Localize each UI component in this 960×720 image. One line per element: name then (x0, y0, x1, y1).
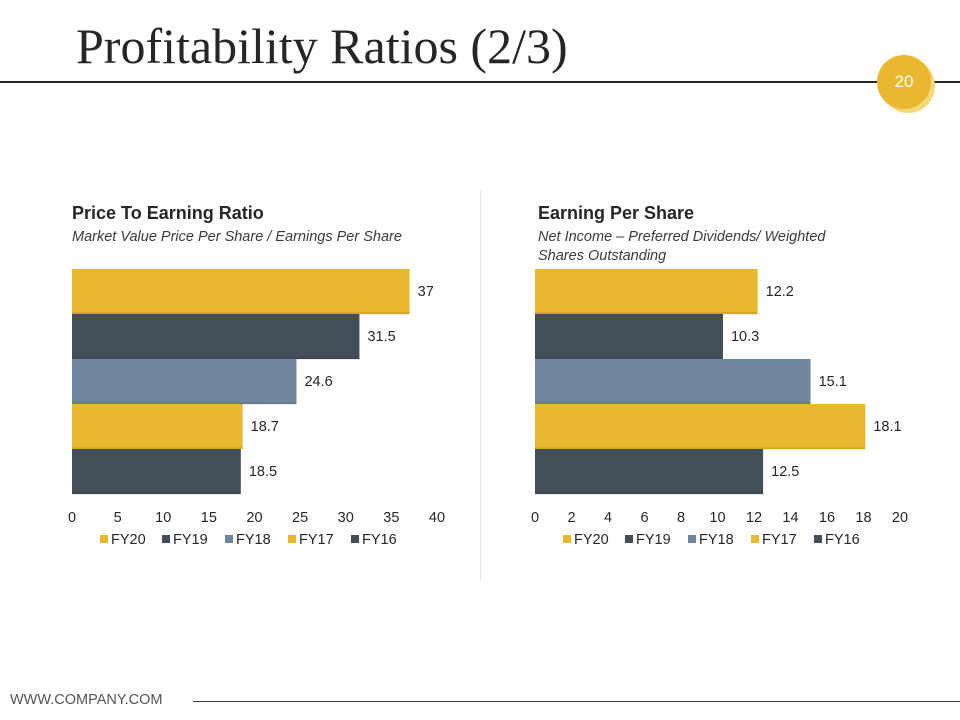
pe-legend-swatch-fy19 (162, 535, 170, 543)
page-number-badge: 20 (877, 55, 931, 109)
pe-x-tick-label: 15 (201, 510, 217, 526)
pe-value-label-fy20: 37 (418, 284, 434, 300)
chart-divider (480, 190, 481, 580)
pe-x-tick-label: 20 (246, 510, 262, 526)
pe-bar-shadow-fy16 (72, 492, 241, 495)
pe-bar-fy18 (72, 359, 297, 404)
pe-value-label-fy19: 31.5 (367, 329, 395, 345)
pe-bar-fy16 (72, 449, 241, 494)
pe-x-tick-label: 25 (292, 510, 308, 526)
eps-chart-title: Earning Per Share (538, 203, 695, 223)
pe-x-tick-label: 0 (68, 510, 76, 526)
eps-chart-subtitle: Net Income – Preferred Dividends/ Weight… (538, 229, 826, 264)
pe-bar-shadow-fy20 (72, 312, 410, 315)
pe-legend-swatch-fy18 (225, 535, 233, 543)
pe-value-label-fy16: 18.5 (249, 464, 277, 480)
pe-legend-label-fy19: FY19 (173, 532, 208, 548)
pe-bar-shadow-fy19 (72, 357, 360, 360)
pe-bar-shadow-fy18 (72, 402, 297, 405)
pe-x-tick-label: 10 (155, 510, 171, 526)
pe-bar-fy19 (72, 314, 360, 359)
pe-legend-label-fy18: FY18 (236, 532, 271, 548)
pe-bar-shadow-fy17 (72, 447, 243, 450)
slide-title: Profitability Ratios (2/3) (76, 18, 568, 74)
pe-value-label-fy18: 24.6 (304, 374, 332, 390)
pe-legend-label-fy17: FY17 (299, 532, 334, 548)
pe-legend-swatch-fy17 (288, 535, 296, 543)
pe-x-tick-label: 5 (114, 510, 122, 526)
pe-x-tick-label: 40 (429, 510, 445, 526)
pe-legend-swatch-fy20 (100, 535, 108, 543)
pe-legend-label-fy16: FY16 (362, 532, 397, 548)
pe-legend-label-fy20: FY20 (111, 532, 146, 548)
pe-chart-title: Price To Earning Ratio (72, 203, 264, 223)
pe-legend-swatch-fy16 (351, 535, 359, 543)
pe-value-label-fy17: 18.7 (251, 419, 279, 435)
title-rule (0, 81, 960, 83)
footer-website: WWW.COMPANY.COM (10, 692, 163, 708)
pe-bar-fy20 (72, 269, 410, 314)
footer-rule (193, 701, 960, 702)
pe-x-tick-label: 30 (338, 510, 354, 526)
pe-bar-fy17 (72, 404, 243, 449)
pe-x-tick-label: 35 (383, 510, 399, 526)
pe-chart-subtitle: Market Value Price Per Share / Earnings … (72, 229, 402, 245)
